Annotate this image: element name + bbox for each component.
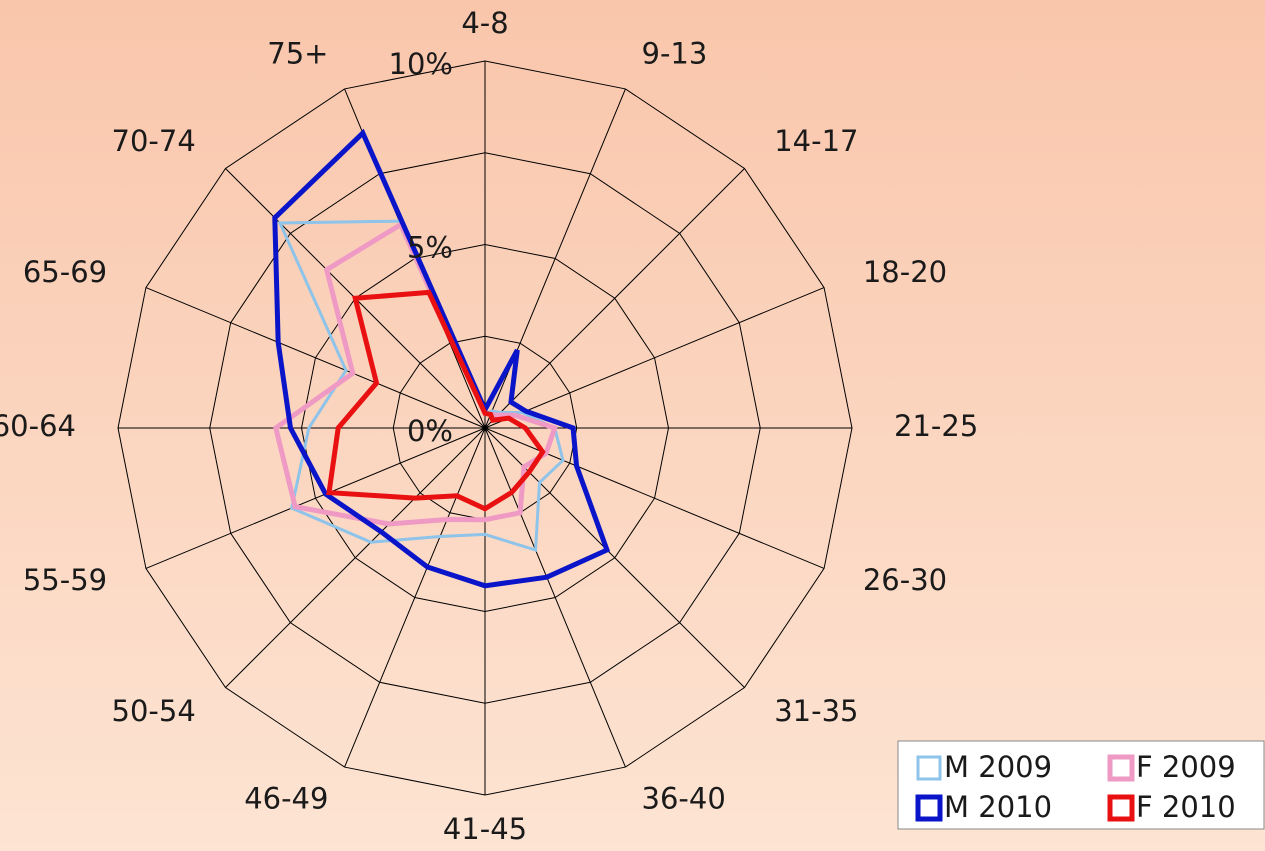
y-tick-label: 5%	[407, 231, 453, 265]
axis-spoke	[344, 427, 486, 768]
axis-spoke	[145, 427, 486, 569]
legend-label: M 2009	[944, 750, 1052, 784]
y-tick-label: 10%	[389, 47, 453, 81]
category-label: 50-54	[112, 694, 196, 728]
category-label: 14-17	[774, 124, 858, 158]
category-label: 65-69	[23, 255, 107, 289]
category-label: 21-25	[894, 409, 978, 443]
axis-spoke	[145, 287, 486, 429]
series-line	[277, 219, 565, 553]
axis-spoke	[484, 168, 745, 429]
axis-spoke	[225, 427, 486, 688]
legend-swatch	[1107, 754, 1135, 782]
legend-label: F 2009	[1136, 750, 1236, 784]
category-label: 9-13	[642, 37, 708, 71]
axis-spoke	[484, 287, 825, 429]
category-label: 41-45	[443, 812, 527, 846]
y-tick-label: 0%	[407, 414, 453, 448]
category-label: 31-35	[774, 694, 858, 728]
series-line	[272, 220, 558, 527]
legend-swatch	[915, 794, 943, 822]
axis-spoke	[484, 427, 626, 768]
legend-box	[897, 740, 1265, 830]
category-label: 18-20	[863, 255, 947, 289]
legend-swatch	[916, 755, 942, 781]
category-label: 36-40	[642, 781, 726, 815]
category-label: 55-59	[23, 563, 107, 597]
series-line	[272, 128, 611, 589]
series-line	[326, 289, 546, 512]
category-label: 26-30	[863, 563, 947, 597]
legend-label: M 2010	[944, 790, 1052, 824]
category-label: 60-64	[0, 409, 76, 443]
legend-label: F 2010	[1136, 790, 1236, 824]
category-label: 75+	[267, 37, 328, 71]
category-label: 46-49	[244, 781, 328, 815]
category-label: 4-8	[461, 6, 508, 40]
legend-swatch	[1107, 794, 1135, 822]
category-label: 70-74	[112, 124, 196, 158]
